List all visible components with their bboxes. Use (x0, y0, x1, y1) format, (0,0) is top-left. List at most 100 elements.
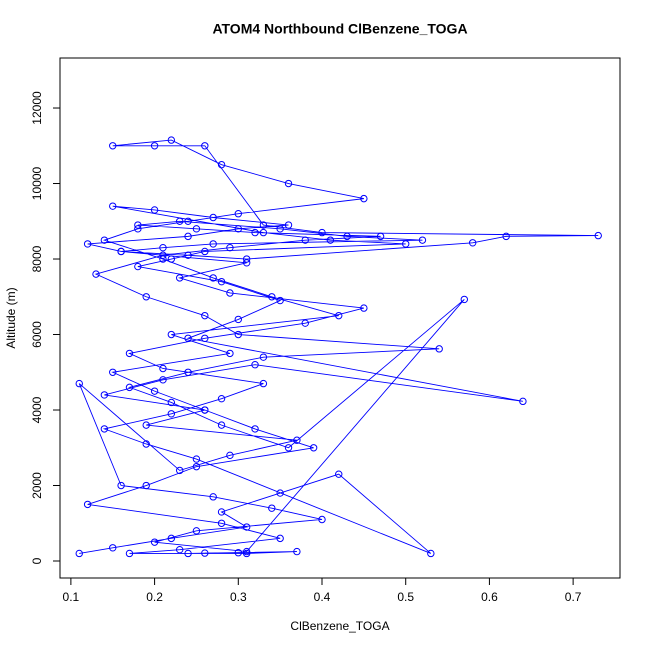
data-point (117, 247, 125, 256)
data-point (226, 451, 234, 460)
data-point (167, 330, 176, 339)
data-point (460, 295, 469, 304)
data-point (268, 504, 276, 512)
data-point (217, 394, 226, 403)
data-point (159, 376, 167, 384)
data-point (594, 231, 602, 240)
data-point (318, 228, 326, 237)
data-point (435, 345, 443, 353)
data-point (159, 255, 167, 263)
data-point (150, 538, 159, 546)
data-point (125, 383, 134, 392)
y-tick-label: 2000 (30, 472, 44, 499)
data-point (109, 368, 117, 376)
data-point (150, 387, 159, 395)
x-tick-label: 0.2 (146, 590, 163, 604)
x-tick-label: 0.3 (230, 590, 247, 604)
y-tick-label: 12000 (30, 91, 44, 125)
data-point (284, 444, 293, 452)
data-point (109, 142, 117, 150)
x-axis-label: ClBenzene_TOGA (290, 619, 389, 633)
data-point (226, 349, 234, 358)
data-point (184, 549, 192, 558)
data-point (259, 379, 268, 388)
data-point (360, 304, 368, 312)
data-point (259, 353, 268, 361)
data-point (234, 210, 242, 218)
data-point (75, 549, 83, 558)
data-point (134, 262, 142, 271)
data-point (184, 334, 192, 342)
data-point (502, 232, 510, 241)
data-point (343, 232, 351, 241)
data-point (326, 236, 335, 244)
data-point (335, 470, 343, 478)
data-point (184, 232, 192, 241)
data-point (100, 391, 109, 399)
data-point (209, 274, 217, 282)
data-point (335, 311, 343, 320)
data-point (125, 549, 134, 558)
data-point (176, 274, 184, 282)
data-point (109, 202, 117, 210)
x-tick-label: 0.4 (314, 590, 331, 604)
data-point (234, 330, 242, 339)
data-point (83, 240, 92, 248)
data-point (309, 444, 318, 452)
data-point (301, 236, 309, 244)
data-point (402, 240, 410, 248)
data-point (100, 236, 109, 244)
data-point (100, 425, 109, 433)
data-point (201, 142, 209, 150)
data-point (226, 289, 234, 297)
data-line (78, 139, 599, 554)
data-point (142, 440, 150, 448)
data-point (192, 527, 201, 535)
data-point (167, 255, 176, 263)
y-tick-label: 6000 (30, 321, 44, 348)
data-point (217, 421, 226, 429)
data-point (159, 243, 167, 252)
data-point (92, 270, 100, 278)
data-point (276, 534, 284, 543)
data-point (176, 217, 184, 225)
data-point (150, 142, 159, 150)
data-point (184, 368, 192, 376)
data-point (201, 549, 209, 557)
y-tick-label: 10000 (30, 167, 44, 201)
y-tick-label: 0 (30, 557, 44, 564)
x-tick-label: 0.1 (63, 590, 80, 604)
data-point (134, 221, 142, 229)
data-point (201, 311, 209, 320)
data-point (318, 515, 326, 524)
data-point (242, 255, 251, 263)
data-point (418, 236, 427, 244)
y-tick-label: 4000 (30, 396, 44, 423)
data-point (259, 221, 268, 229)
data-point (276, 489, 284, 497)
data-point (284, 179, 293, 188)
data-point (176, 545, 184, 554)
data-point (217, 508, 226, 516)
data-point (142, 481, 150, 490)
data-point (360, 194, 368, 203)
data-point (142, 293, 150, 301)
data-point (242, 259, 251, 267)
data-point (209, 240, 217, 248)
data-point (251, 361, 259, 369)
data-point (217, 277, 226, 286)
chart-title: ATOM4 Northbound ClBenzene_TOGA (212, 21, 467, 37)
data-point (142, 421, 150, 429)
data-point (201, 406, 209, 414)
data-point (192, 225, 201, 233)
data-point (159, 364, 167, 373)
data-point (167, 410, 176, 418)
data-point (184, 217, 192, 225)
data-point (109, 544, 117, 552)
data-point (184, 251, 192, 259)
data-point (268, 293, 276, 301)
data-point (376, 232, 385, 241)
data-point (192, 455, 201, 463)
data-point (201, 334, 209, 342)
